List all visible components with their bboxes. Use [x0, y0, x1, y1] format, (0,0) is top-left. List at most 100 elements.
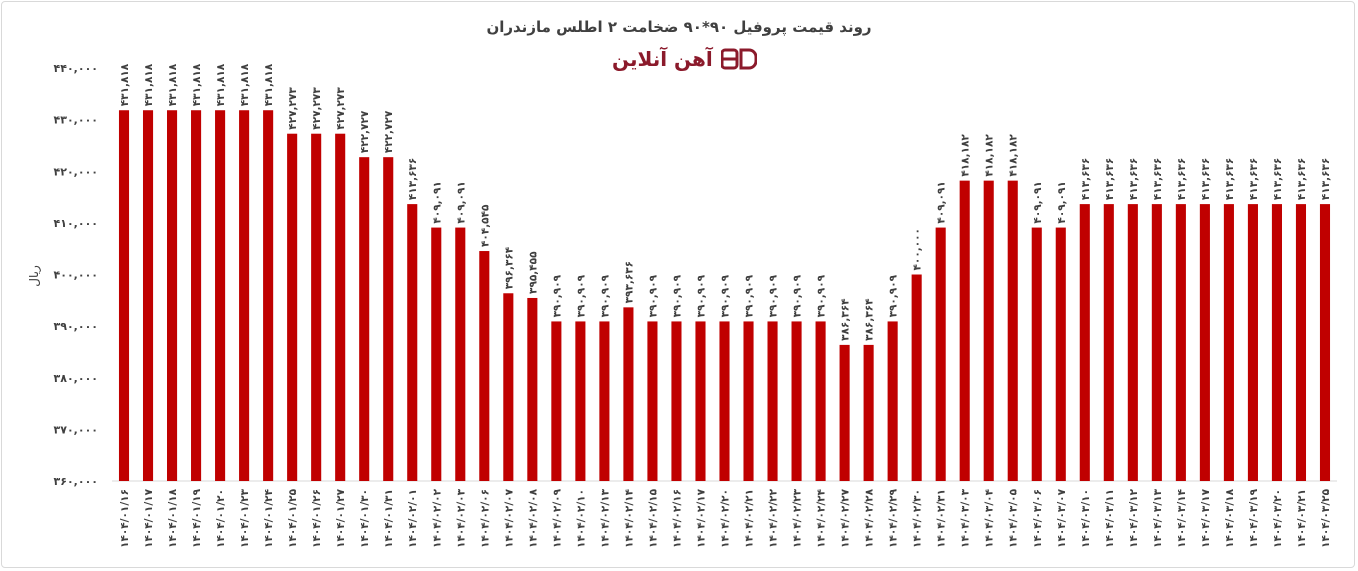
data-label: ۴۲۲,۷۲۷: [383, 110, 395, 153]
bar: [1031, 227, 1042, 481]
x-tick-label: ۱۴۰۴/۰۳/۰۵: [1008, 488, 1020, 548]
data-label: ۴۰۹,۰۹۱: [455, 181, 467, 223]
bar: [1271, 204, 1282, 481]
data-label: ۴۱۳,۶۳۶: [1200, 158, 1212, 200]
brand-logo: آهن آنلاین: [612, 44, 757, 74]
data-label: ۳۹۰,۹۰۹: [551, 274, 563, 317]
data-label: ۴۳۱,۸۱۸: [215, 63, 227, 106]
x-tick-label: ۱۴۰۴/۰۱/۱۶: [119, 489, 131, 548]
x-tick-label: ۱۴۰۴/۰۲/۱۰: [575, 489, 587, 548]
x-tick-label: ۱۴۰۴/۰۱/۲۳: [239, 488, 251, 548]
x-tick-label: ۱۴۰۴/۰۲/۱۴: [623, 488, 635, 548]
x-tick-label: ۱۴۰۴/۰۲/۲۰: [720, 489, 732, 548]
data-label: ۴۳۱,۸۱۸: [263, 63, 275, 106]
x-tick-label: ۱۴۰۴/۰۱/۲۶: [311, 489, 323, 548]
data-label: ۴۱۳,۶۳۶: [407, 158, 419, 200]
bar: [311, 133, 322, 482]
x-tick-label: ۱۴۰۴/۰۳/۱۲: [1128, 488, 1140, 548]
data-label: ۳۸۶,۳۶۴: [864, 298, 876, 341]
data-label: ۴۲۲,۷۲۷: [359, 110, 371, 153]
bar: [1055, 227, 1066, 481]
data-label: ۴۰۹,۰۹۱: [1056, 181, 1068, 223]
bar: [959, 180, 970, 481]
x-tick-label: ۱۴۰۴/۰۱/۱۸: [167, 488, 179, 548]
data-label: ۴۱۳,۶۳۶: [1104, 158, 1116, 200]
x-tick-label: ۱۴۰۴/۰۳/۱۱: [1104, 489, 1116, 548]
bar: [815, 321, 826, 481]
bar: [118, 110, 130, 482]
bar: [1007, 180, 1018, 481]
data-label: ۴۳۱,۸۱۸: [119, 63, 131, 106]
data-label: ۴۱۸,۱۸۲: [984, 134, 996, 177]
data-label: ۴۱۳,۶۳۶: [1080, 158, 1092, 200]
bar: [935, 227, 946, 481]
x-tick-label: ۱۴۰۴/۰۳/۰۳: [960, 488, 972, 548]
data-label: ۴۳۱,۸۱۸: [191, 63, 203, 106]
data-label: ۴۱۸,۱۸۲: [960, 134, 972, 177]
x-tick-label: ۱۴۰۴/۰۳/۱۴: [1176, 488, 1188, 548]
data-label: ۴۲۷,۲۷۳: [287, 87, 299, 130]
bar: [167, 110, 178, 482]
bar: [983, 180, 994, 481]
x-tick-label: ۱۴۰۴/۰۲/۳۱: [936, 489, 948, 548]
data-label: ۴۲۷,۲۷۳: [335, 87, 347, 130]
bar: [383, 157, 394, 481]
bar: [1223, 204, 1234, 481]
data-label: ۳۸۶,۳۶۴: [840, 298, 852, 341]
bar: [671, 321, 682, 481]
x-tick-label: ۱۴۰۴/۰۳/۰۴: [984, 488, 996, 548]
x-tick-label: ۱۴۰۴/۰۲/۰۶: [479, 489, 491, 548]
x-tick-label: ۱۴۰۴/۰۲/۱۶: [671, 489, 683, 548]
x-tick-label: ۱۴۰۴/۰۲/۰۲: [431, 488, 443, 548]
data-label: ۴۳۱,۸۱۸: [167, 63, 179, 106]
y-tick-label: ۴۰۰,۰۰۰: [54, 269, 98, 282]
x-tick-label: ۱۴۰۴/۰۲/۱۳: [599, 488, 611, 548]
x-tick-label: ۱۴۰۴/۰۲/۲۸: [864, 488, 876, 548]
bar: [455, 227, 466, 481]
data-label: ۳۹۰,۹۰۹: [671, 274, 683, 317]
bar: [695, 321, 706, 481]
bar: [335, 133, 346, 482]
data-label: ۳۹۰,۹۰۹: [792, 274, 804, 317]
x-tick-label: ۱۴۰۴/۰۱/۳۰: [359, 489, 371, 548]
x-tick-label: ۱۴۰۴/۰۲/۰۱: [407, 489, 419, 548]
bar: [767, 321, 778, 481]
data-label: ۴۱۳,۶۳۶: [1152, 158, 1164, 200]
bar: [215, 110, 226, 482]
x-tick-label: ۱۴۰۴/۰۲/۲۲: [768, 488, 780, 548]
bar: [575, 321, 586, 481]
bar: [623, 307, 634, 481]
data-label: ۴۰۹,۰۹۱: [1032, 181, 1044, 223]
x-tick-label: ۱۴۰۴/۰۲/۰۳: [455, 488, 467, 548]
bar: [1199, 204, 1210, 481]
x-tick-label: ۱۴۰۴/۰۳/۱۹: [1248, 488, 1260, 548]
bar: [191, 110, 202, 482]
data-label: ۴۱۳,۶۳۶: [1272, 158, 1284, 200]
x-tick-label: ۱۴۰۴/۰۳/۰۷: [1056, 488, 1068, 548]
y-tick-label: ۳۸۰,۰۰۰: [54, 372, 98, 385]
data-label: ۴۳۱,۸۱۸: [239, 63, 251, 106]
x-tick-label: ۱۴۰۴/۰۳/۲۵: [1320, 488, 1332, 548]
x-tick-label: ۱۴۰۴/۰۳/۱۸: [1224, 488, 1236, 548]
bar: [791, 321, 802, 481]
bar: [1127, 204, 1138, 481]
y-tick-label: ۴۱۰,۰۰۰: [54, 217, 98, 230]
data-label: ۴۰۴,۵۴۵: [479, 204, 491, 247]
bar: [551, 321, 562, 481]
bar: [1319, 204, 1331, 481]
y-tick-label: ۳۷۰,۰۰۰: [54, 423, 98, 436]
bar: [863, 344, 874, 481]
data-label: ۳۹۰,۹۰۹: [720, 274, 732, 317]
data-label: ۳۹۳,۶۳۶: [623, 261, 635, 303]
y-tick-label: ۳۹۰,۰۰۰: [54, 320, 98, 333]
bar: [911, 274, 922, 481]
bar: [1079, 204, 1090, 481]
bar: [1175, 204, 1186, 481]
bar: [479, 251, 490, 481]
x-tick-label: ۱۴۰۴/۰۱/۲۴: [263, 488, 275, 548]
x-tick-label: ۱۴۰۴/۰۲/۰۸: [527, 488, 539, 548]
bar: [839, 344, 850, 481]
bar: [263, 110, 274, 482]
x-tick-label: ۱۴۰۴/۰۱/۲۵: [287, 488, 299, 548]
y-tick-label: ۴۳۰,۰۰۰: [54, 114, 98, 127]
